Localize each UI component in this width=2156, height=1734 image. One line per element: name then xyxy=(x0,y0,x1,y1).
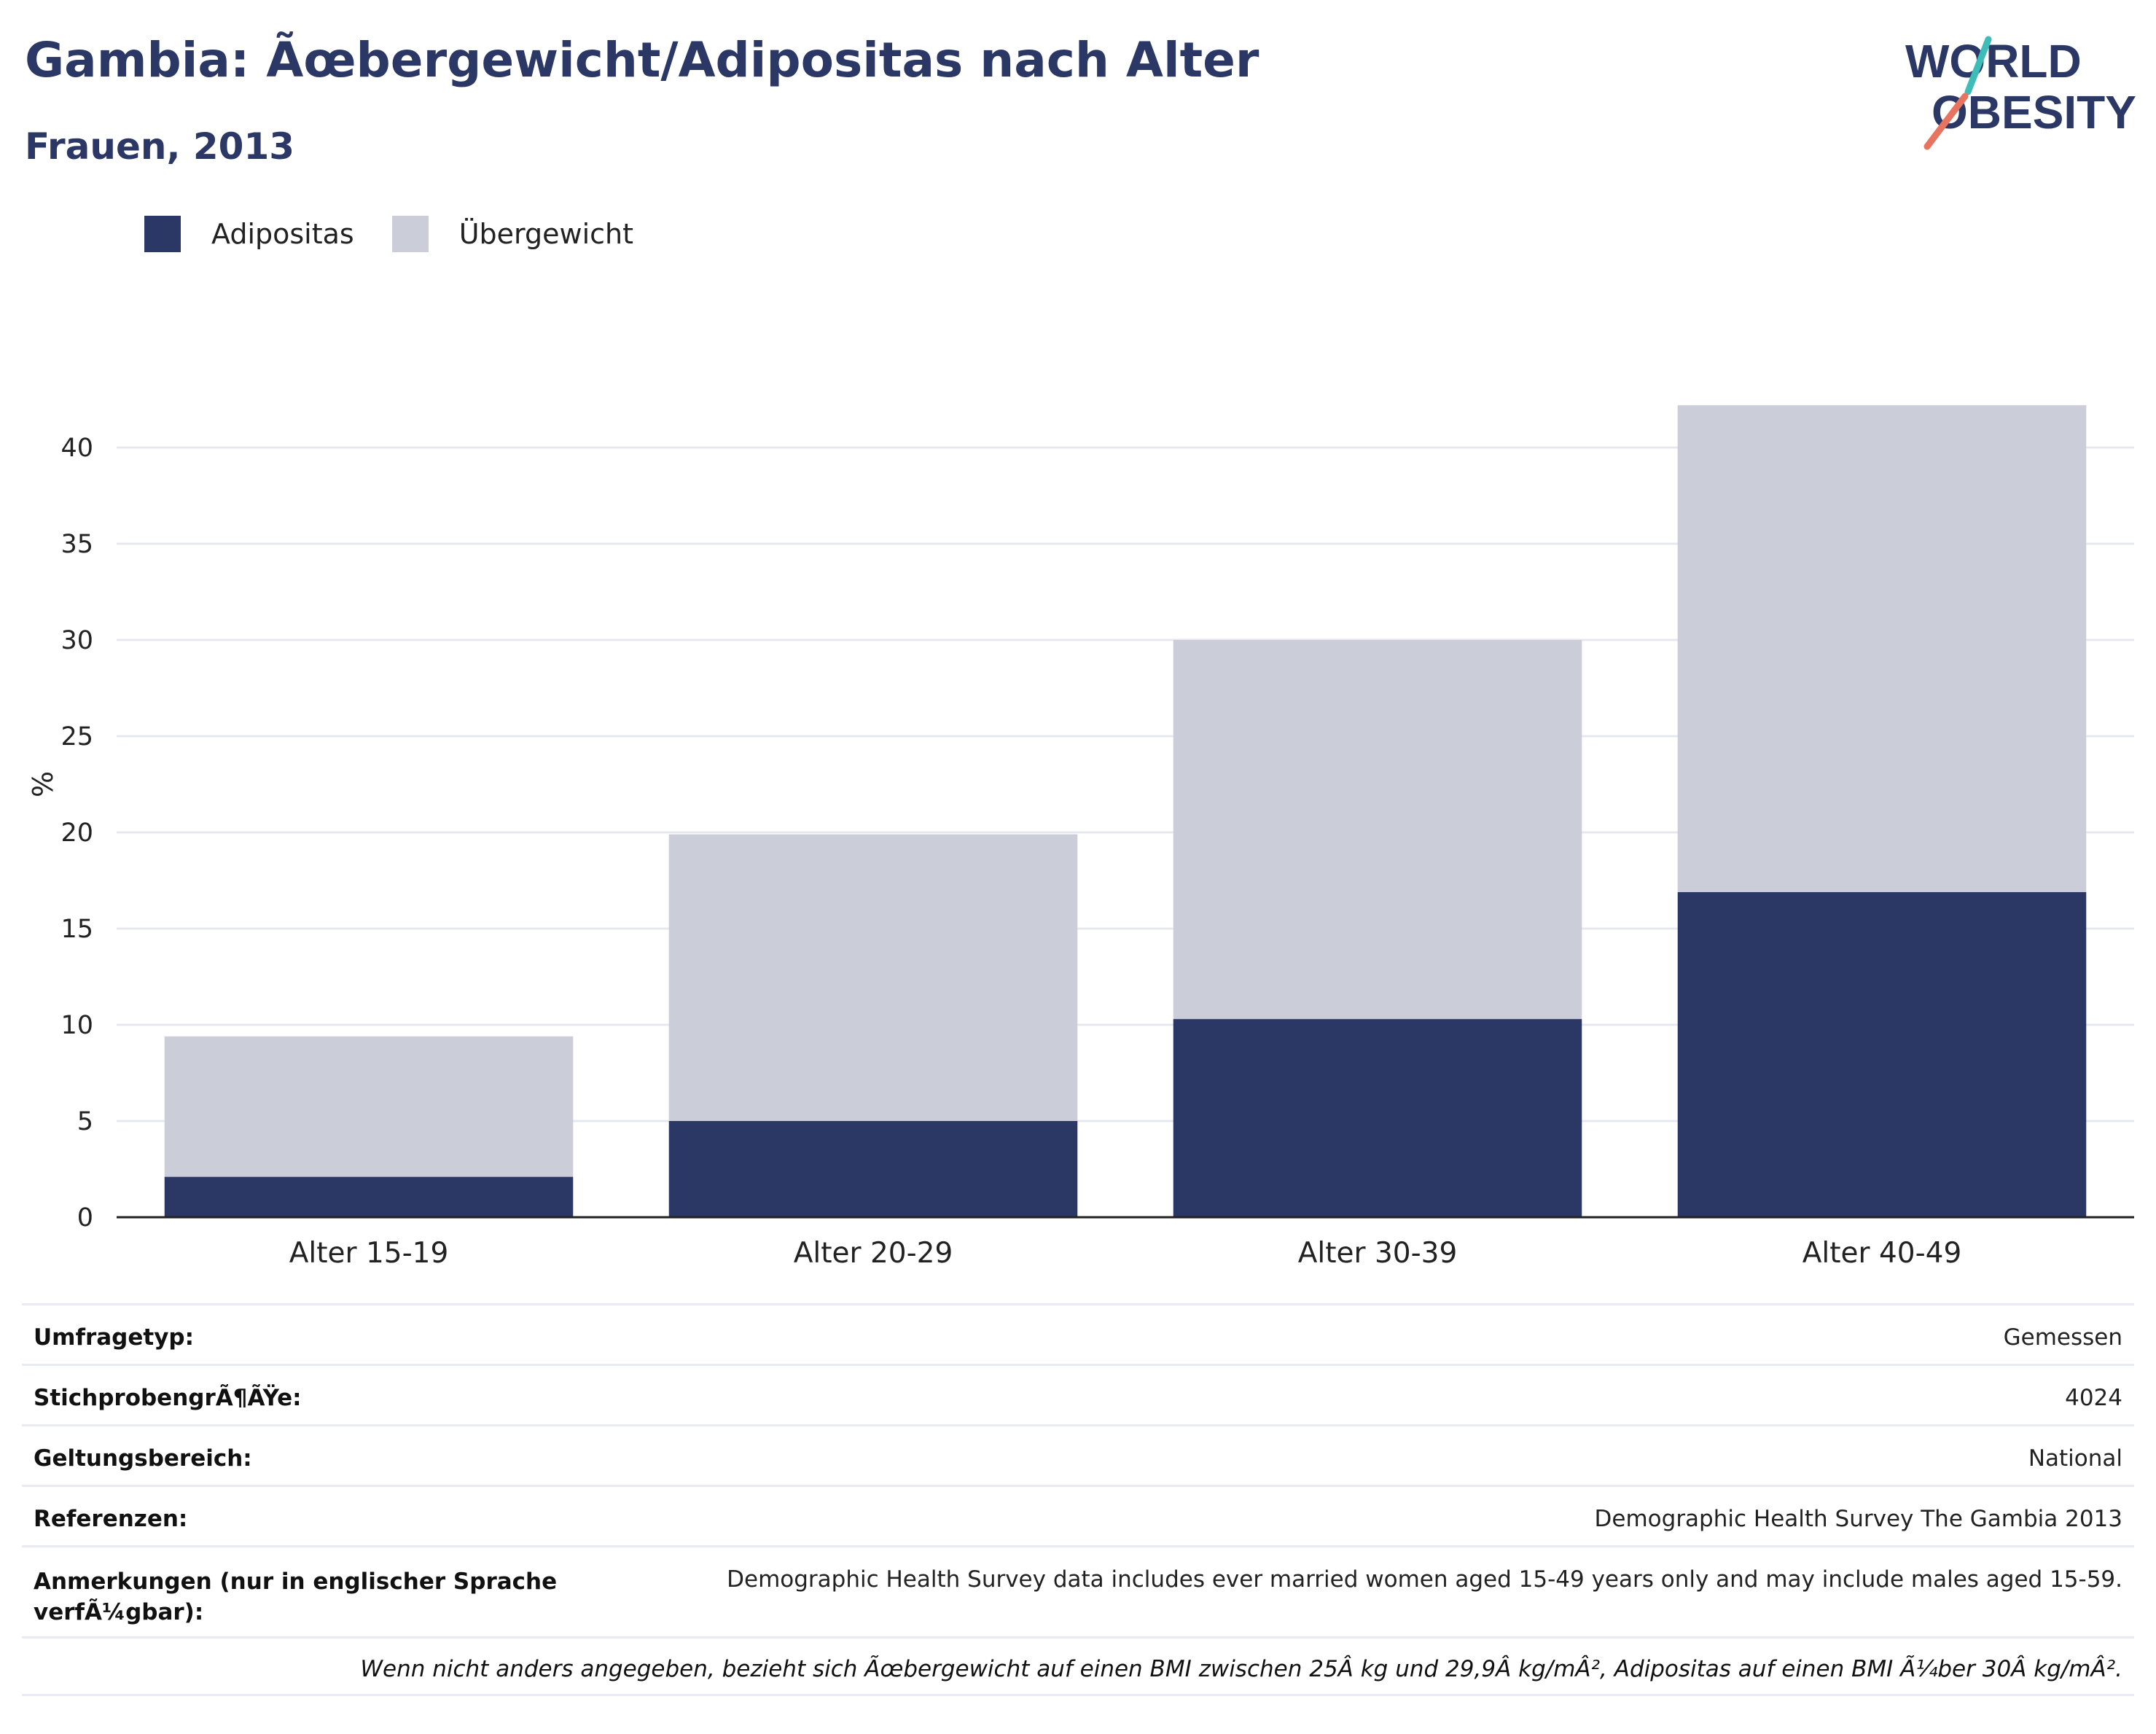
logo-line-world: WORLD xyxy=(1905,35,2082,87)
legend-item-adipositas[interactable]: Adipositas xyxy=(144,216,354,252)
y-tick-label: 5 xyxy=(77,1107,93,1136)
legend-label-adipositas: Adipositas xyxy=(211,218,354,250)
x-tick-label: Alter 20-29 xyxy=(794,1237,953,1270)
info-label: StichprobengrÃ¶ÃŸe: xyxy=(34,1385,302,1411)
info-row-survey-type: Umfragetyp: Gemessen xyxy=(22,1303,2134,1364)
world-obesity-logo: WORLD OBESITY xyxy=(1905,35,2136,150)
info-row-notes: Anmerkungen (nur in englischer Sprache v… xyxy=(22,1545,2134,1636)
info-value: 4024 xyxy=(2065,1385,2122,1411)
bar-adipositas xyxy=(668,1121,1078,1217)
info-table: Umfragetyp: Gemessen StichprobengrÃ¶ÃŸe:… xyxy=(22,1303,2134,1696)
bar-adipositas xyxy=(1173,1019,1582,1217)
info-row-references: Referenzen: Demographic Health Survey Th… xyxy=(22,1485,2134,1545)
bar-uebergewicht xyxy=(164,1036,574,1177)
legend-item-uebergewicht[interactable]: Übergewicht xyxy=(391,216,633,252)
y-tick-label: 15 xyxy=(60,915,93,944)
info-label: Geltungsbereich: xyxy=(34,1445,252,1472)
info-value: National xyxy=(2028,1445,2122,1472)
x-tick-label: Alter 30-39 xyxy=(1298,1237,1458,1270)
bar-uebergewicht xyxy=(1173,640,1582,1020)
y-tick-label: 30 xyxy=(60,626,93,655)
y-axis-label: % xyxy=(27,771,59,797)
chart-legend: Adipositas Übergewicht xyxy=(144,216,671,252)
stacked-bar-chart: 0 5 10 15 20 25 30 35 40% Alter 15-19 Alter 20-29 A… xyxy=(27,405,2134,1270)
y-tick-label: 0 xyxy=(77,1203,93,1233)
logo-slash-coral xyxy=(1923,93,1969,150)
info-label: Referenzen: xyxy=(34,1506,188,1532)
info-value: Gemessen xyxy=(2003,1324,2122,1351)
x-tick-label: Alter 15-19 xyxy=(289,1237,449,1270)
definition-footnote: Wenn nicht anders angegeben, bezieht sic… xyxy=(22,1636,2134,1696)
y-tick-label: 25 xyxy=(60,722,93,751)
info-label: Umfragetyp: xyxy=(34,1324,194,1351)
y-tick-label: 40 xyxy=(60,434,93,463)
legend-label-uebergewicht: Übergewicht xyxy=(458,218,633,250)
y-tick-label: 20 xyxy=(60,819,93,848)
y-tick-label: 10 xyxy=(60,1011,93,1040)
legend-swatch-adipositas xyxy=(144,216,181,252)
x-tick-label: Alter 40-49 xyxy=(1802,1237,1962,1270)
bar-adipositas xyxy=(1677,891,2087,1217)
info-row-scope: Geltungsbereich: National xyxy=(22,1424,2134,1485)
info-row-sample-size: StichprobengrÃ¶ÃŸe: 4024 xyxy=(22,1364,2134,1424)
bar-adipositas xyxy=(164,1176,574,1217)
y-tick-label: 35 xyxy=(60,530,93,559)
bar-uebergewicht xyxy=(1677,405,2087,892)
legend-swatch-uebergewicht xyxy=(391,216,429,252)
logo-slash-teal xyxy=(1964,36,1992,95)
bar-uebergewicht xyxy=(668,834,1078,1121)
info-value: Demographic Health Survey data includes … xyxy=(727,1566,2122,1593)
chart-title: Gambia: Ãœbergewicht/Adipositas nach Alt… xyxy=(25,32,1259,88)
info-value: Demographic Health Survey The Gambia 201… xyxy=(1594,1506,2122,1532)
chart-subtitle: Frauen, 2013 xyxy=(25,125,295,168)
info-label: Anmerkungen (nur in englischer Sprache v… xyxy=(34,1569,558,1625)
